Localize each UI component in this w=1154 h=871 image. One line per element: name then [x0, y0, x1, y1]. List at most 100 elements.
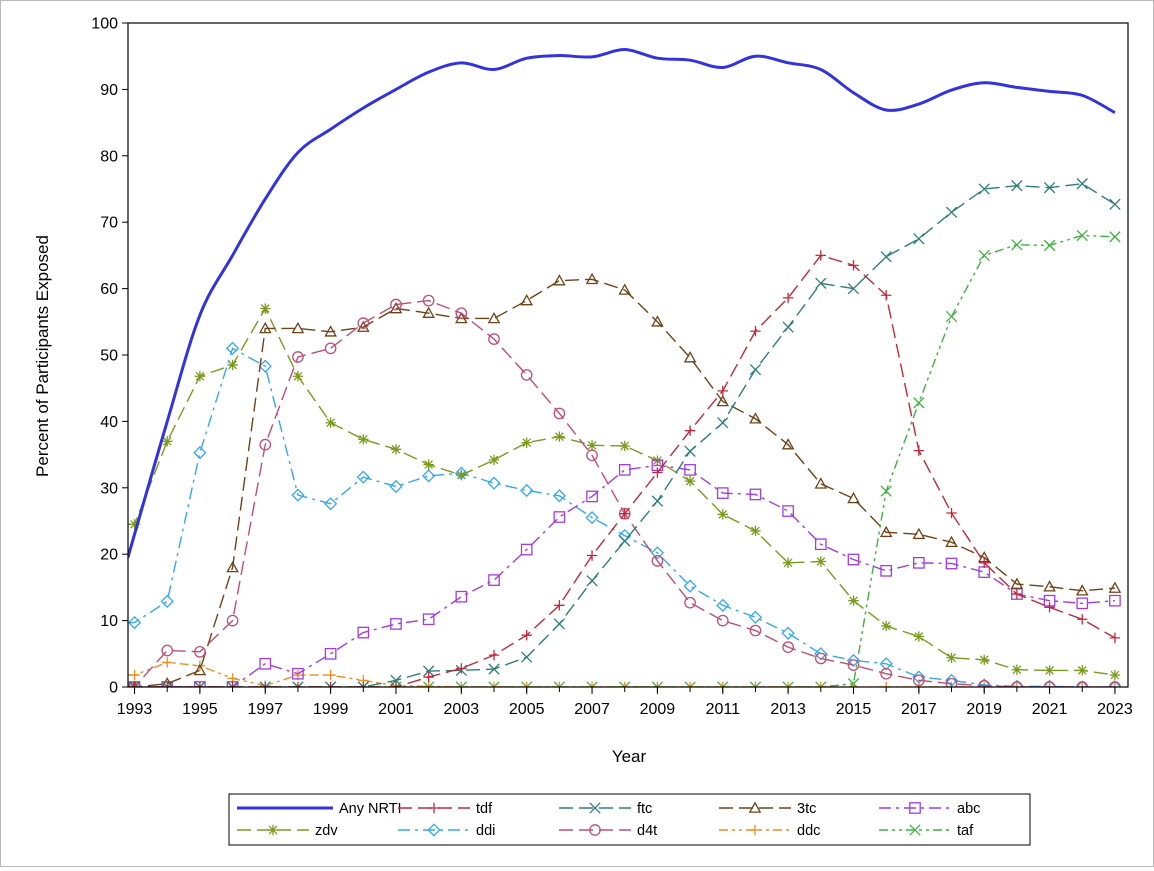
data-point	[944, 673, 959, 687]
legend-marker	[748, 801, 762, 813]
data-point	[978, 249, 990, 262]
data-point	[847, 491, 860, 504]
data-point	[717, 417, 729, 429]
data-point	[389, 479, 403, 494]
data-point	[716, 614, 729, 627]
data-point	[913, 397, 925, 409]
data-point	[1043, 580, 1056, 592]
data-point	[260, 303, 271, 314]
data-point	[1010, 577, 1024, 589]
data-point	[651, 554, 664, 567]
data-point	[1011, 664, 1023, 675]
series-zdv	[128, 303, 1121, 681]
data-point	[684, 681, 696, 687]
data-point	[749, 624, 762, 637]
x-tick-label: 1997	[247, 701, 283, 718]
data-point	[979, 654, 990, 665]
data-point	[129, 519, 140, 530]
data-point	[1109, 231, 1121, 243]
data-point	[521, 681, 532, 687]
data-point	[814, 652, 827, 665]
data-point	[684, 681, 696, 687]
data-point	[683, 579, 697, 593]
data-point	[618, 283, 632, 295]
data-point	[684, 596, 696, 609]
data-point	[520, 369, 533, 381]
legend-label: tdf	[476, 801, 493, 817]
series-line	[128, 464, 1115, 687]
data-point	[717, 681, 729, 687]
data-point	[651, 681, 664, 687]
data-point	[259, 438, 272, 451]
data-point	[226, 681, 239, 687]
x-tick-label: 2009	[640, 701, 676, 718]
legend-item-abc: abc	[879, 801, 980, 817]
data-point	[912, 556, 925, 569]
data-point	[1044, 665, 1055, 676]
data-point	[456, 469, 467, 481]
data-point	[815, 556, 827, 567]
data-point	[750, 681, 761, 687]
data-point	[880, 251, 892, 263]
series-line	[128, 278, 1115, 687]
data-point	[585, 272, 599, 285]
data-point	[162, 657, 173, 668]
series-ftc	[128, 178, 1121, 687]
data-point	[1075, 680, 1089, 687]
data-point	[324, 342, 337, 355]
data-point	[913, 445, 925, 456]
data-point	[978, 679, 991, 687]
data-point	[422, 665, 435, 677]
series-layer	[128, 48, 1122, 687]
data-point	[520, 543, 533, 556]
data-point	[912, 674, 925, 687]
legend-item-tdf: tdf	[398, 801, 493, 817]
y-tick-label: 20	[100, 547, 118, 564]
data-point	[1077, 665, 1088, 676]
data-point	[553, 511, 566, 523]
y-tick-label: 40	[100, 414, 118, 431]
y-tick-label: 30	[100, 480, 118, 497]
data-point	[586, 449, 598, 462]
data-point	[226, 560, 239, 573]
plot-area: 0 10 20 30 40 50 60 70 80 90 100 1993 1995 1997 1999 20…	[91, 16, 1133, 719]
data-point	[1011, 180, 1023, 192]
plot-border	[127, 22, 1129, 688]
data-point	[782, 681, 794, 687]
data-point	[716, 394, 730, 407]
data-point	[814, 538, 827, 551]
data-point	[618, 464, 631, 476]
data-point	[227, 359, 238, 371]
series-line	[128, 307, 1116, 676]
data-point	[652, 467, 663, 478]
data-point	[749, 681, 762, 687]
data-point	[160, 594, 174, 608]
data-point	[422, 469, 436, 483]
data-point	[422, 306, 435, 318]
data-point	[1109, 669, 1121, 681]
data-point	[880, 667, 893, 680]
x-tick-label: 2021	[1032, 701, 1068, 718]
x-tick-label: 2023	[1097, 701, 1133, 718]
data-point	[1109, 632, 1121, 644]
data-point	[291, 488, 305, 502]
data-point	[586, 681, 598, 687]
data-point	[390, 681, 402, 687]
data-point	[946, 507, 957, 519]
data-point	[292, 667, 304, 680]
legend-label: ddc	[797, 823, 820, 839]
data-point	[782, 292, 794, 304]
series-line	[128, 254, 1116, 687]
data-point	[586, 575, 598, 587]
data-point	[194, 681, 206, 687]
data-point	[912, 670, 926, 684]
x-tick-label: 2019	[966, 701, 1002, 718]
legend-label: abc	[957, 801, 980, 817]
legend-label: ddi	[476, 823, 495, 839]
data-point	[717, 509, 728, 520]
data-point	[325, 417, 336, 428]
data-point	[880, 681, 892, 687]
data-point	[358, 434, 369, 445]
data-point	[161, 677, 173, 687]
